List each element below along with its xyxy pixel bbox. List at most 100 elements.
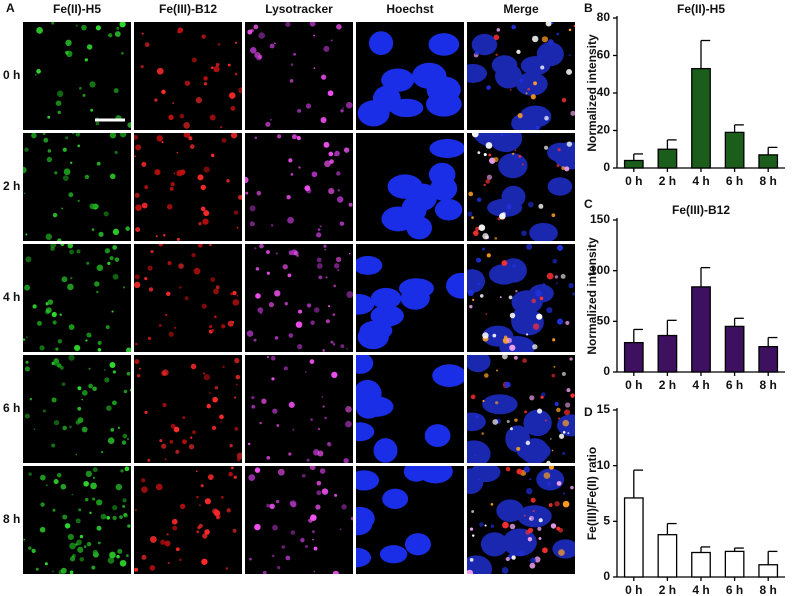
- puncta: [190, 363, 197, 370]
- puncta: [45, 233, 52, 240]
- nucleus: [520, 56, 551, 76]
- puncta: [217, 42, 221, 46]
- puncta: [68, 324, 75, 331]
- puncta: [298, 309, 303, 314]
- puncta: [524, 410, 528, 414]
- puncta: [304, 371, 307, 373]
- puncta: [69, 425, 72, 429]
- puncta: [31, 133, 37, 139]
- puncta: [182, 416, 186, 420]
- puncta: [556, 164, 560, 168]
- puncta: [554, 501, 560, 507]
- puncta: [566, 68, 573, 75]
- puncta: [512, 264, 516, 268]
- puncta: [468, 191, 474, 197]
- puncta: [274, 290, 281, 297]
- puncta: [567, 432, 570, 435]
- bar: [691, 551, 711, 578]
- puncta: [52, 508, 56, 512]
- puncta: [324, 416, 327, 420]
- puncta: [170, 423, 176, 429]
- puncta: [44, 562, 48, 566]
- puncta: [327, 305, 331, 308]
- puncta: [288, 250, 294, 256]
- micrograph: [245, 244, 353, 352]
- puncta: [565, 402, 571, 408]
- puncta: [547, 39, 554, 45]
- y-tick-label: 5: [603, 514, 610, 528]
- puncta: [313, 67, 316, 70]
- x-tick-label: 8 h: [760, 378, 777, 392]
- y-tick-label: 40: [597, 85, 611, 99]
- puncta: [551, 449, 554, 452]
- nucleus: [400, 286, 430, 310]
- puncta: [467, 289, 474, 297]
- nucleus: [382, 488, 409, 509]
- column-header: Merge: [503, 2, 539, 16]
- puncta: [226, 508, 231, 513]
- puncta: [36, 69, 41, 74]
- puncta: [158, 324, 162, 327]
- micrograph-background: [134, 22, 242, 130]
- puncta: [482, 399, 485, 403]
- bar: [758, 564, 779, 578]
- nucleus: [470, 466, 501, 483]
- puncta: [519, 78, 524, 83]
- puncta: [86, 541, 92, 547]
- puncta: [112, 245, 118, 250]
- puncta: [111, 310, 114, 313]
- puncta: [235, 383, 238, 386]
- puncta: [543, 472, 551, 479]
- puncta: [250, 28, 254, 33]
- puncta: [311, 530, 315, 534]
- nucleus: [496, 499, 524, 523]
- puncta: [97, 348, 102, 352]
- nucleus: [379, 545, 408, 564]
- puncta: [501, 260, 508, 266]
- puncta: [336, 196, 344, 203]
- puncta: [235, 374, 241, 380]
- micrograph-background: [134, 355, 242, 463]
- puncta: [283, 366, 288, 371]
- puncta: [515, 290, 518, 293]
- puncta: [496, 28, 501, 32]
- puncta: [228, 471, 233, 477]
- puncta: [96, 525, 102, 531]
- puncta: [570, 485, 574, 490]
- puncta: [319, 225, 322, 228]
- micrograph-background: [245, 244, 353, 352]
- puncta: [161, 443, 167, 449]
- puncta: [330, 39, 333, 42]
- puncta: [202, 533, 208, 539]
- puncta: [227, 63, 231, 67]
- puncta: [23, 166, 27, 174]
- puncta: [270, 224, 274, 227]
- puncta: [254, 247, 257, 250]
- puncta: [68, 192, 74, 198]
- puncta: [196, 530, 200, 534]
- puncta: [332, 570, 339, 574]
- puncta: [238, 87, 242, 94]
- puncta: [288, 401, 295, 408]
- puncta: [282, 264, 288, 270]
- puncta: [191, 252, 196, 258]
- puncta: [81, 426, 88, 433]
- puncta: [211, 66, 214, 69]
- puncta: [109, 551, 116, 559]
- puncta: [121, 440, 127, 445]
- micrograph-background: [23, 244, 131, 352]
- puncta: [529, 395, 535, 401]
- puncta: [558, 433, 565, 439]
- puncta: [330, 340, 334, 344]
- puncta: [201, 34, 206, 39]
- puncta: [492, 419, 499, 425]
- puncta: [23, 192, 26, 195]
- puncta: [316, 490, 322, 496]
- puncta: [336, 171, 341, 176]
- puncta: [25, 256, 32, 263]
- puncta: [289, 79, 294, 83]
- puncta: [277, 468, 285, 476]
- puncta: [281, 545, 285, 549]
- puncta: [482, 247, 485, 251]
- puncta: [227, 320, 234, 327]
